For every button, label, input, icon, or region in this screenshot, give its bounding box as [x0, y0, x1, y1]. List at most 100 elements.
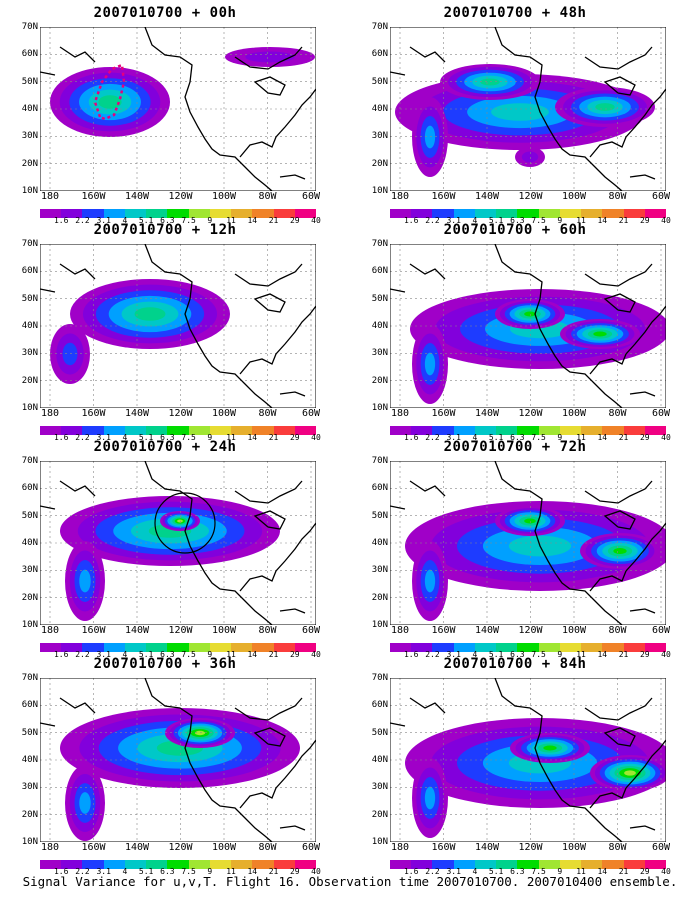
colorbar-label: 7.5	[531, 433, 546, 442]
colorbar-label: 5.1	[488, 867, 504, 876]
variance-map	[40, 678, 316, 842]
lat-label: 60N	[21, 483, 38, 494]
colorbar-swatch	[103, 209, 125, 218]
colorbar-swatch	[294, 860, 317, 869]
colorbar-label: 2.2	[425, 650, 440, 659]
lat-label: 70N	[371, 239, 388, 249]
colorbar-swatch	[209, 209, 232, 218]
colorbar-label: 5.1	[138, 867, 154, 876]
colorbar-label: 6.3	[160, 216, 175, 225]
colorbar-swatch	[40, 643, 62, 652]
variance-contour	[98, 95, 122, 109]
colorbar-label: 14	[247, 433, 258, 442]
colorbar-label: 6.3	[160, 433, 175, 442]
colorbar-swatch	[273, 426, 295, 435]
lon-label: 80W	[258, 191, 277, 202]
colorbar-swatch	[538, 209, 560, 218]
figure-caption: Signal Variance for u,v,T. Flight 16. Ob…	[22, 874, 678, 889]
lon-label: 180	[40, 408, 60, 419]
lat-label: 40N	[21, 104, 38, 114]
colorbar-swatch	[273, 643, 295, 652]
colorbar	[390, 643, 667, 652]
lon-label: 160W	[431, 625, 456, 636]
variance-contour	[177, 519, 183, 523]
colorbar-label: 7.5	[181, 216, 196, 225]
colorbar-swatch	[390, 643, 412, 652]
lon-label: 80W	[258, 625, 277, 636]
variance-contour	[593, 331, 607, 337]
lon-label: 120W	[518, 191, 543, 202]
colorbar-swatch	[124, 209, 147, 218]
colorbar-swatch	[453, 209, 475, 218]
colorbar-swatch	[581, 209, 603, 218]
colorbar-swatch	[40, 426, 62, 435]
variance-contour	[624, 770, 636, 776]
lon-label: 140W	[474, 191, 500, 202]
colorbar-label: 40	[661, 867, 671, 876]
variance-contour	[524, 518, 536, 524]
lon-label: 100W	[211, 625, 237, 636]
colorbar-label: 4	[472, 216, 478, 225]
lon-label: 120W	[518, 842, 543, 853]
lat-label: 70N	[21, 22, 38, 32]
colorbar-swatch	[602, 643, 624, 652]
colorbar-label: 9	[557, 433, 563, 442]
colorbar-swatch	[474, 643, 497, 652]
colorbar-label: 1.6	[403, 216, 419, 225]
colorbar-swatch	[432, 860, 454, 869]
lat-label: 10N	[21, 403, 38, 413]
variance-contour	[613, 548, 627, 554]
lat-label: 40N	[21, 321, 38, 331]
colorbar-swatch	[146, 426, 168, 435]
colorbar-label: 14	[247, 650, 258, 659]
colorbar-label: 21	[268, 650, 279, 659]
colorbar-labels: 1.6 2.2 3.1 4 5.1 6.3 7.5 9 11 14 21 29 40	[390, 216, 671, 226]
colorbar-label: 29	[639, 650, 650, 659]
variance-contour	[62, 342, 78, 366]
colorbar	[40, 860, 317, 869]
colorbar-swatch	[103, 643, 125, 652]
variance-contour	[543, 745, 557, 751]
colorbar-swatch	[294, 643, 317, 652]
colorbar-label: 1.6	[53, 216, 69, 225]
colorbar-label: 11	[576, 433, 586, 442]
colorbar-swatch	[496, 643, 518, 652]
variance-map	[40, 244, 316, 408]
lon-label: 80W	[608, 842, 627, 853]
colorbar-swatch	[252, 643, 274, 652]
lat-label: 10N	[21, 186, 38, 196]
variance-contour	[79, 792, 91, 814]
variance-contour	[134, 307, 166, 321]
lon-label: 80W	[258, 842, 277, 853]
colorbar-swatch	[496, 860, 518, 869]
colorbar-swatch	[252, 860, 274, 869]
colorbar-label: 5.1	[138, 433, 154, 442]
lat-label: 40N	[21, 538, 38, 548]
lat-label: 70N	[21, 673, 38, 683]
colorbar-swatch	[390, 426, 412, 435]
lat-label: 70N	[371, 673, 388, 683]
lat-label: 20N	[21, 809, 38, 820]
lat-label: 10N	[371, 620, 388, 630]
colorbar-label: 1.6	[403, 867, 419, 876]
colorbar-label: 3.1	[446, 867, 461, 876]
colorbar-swatch	[581, 860, 603, 869]
lon-label: 120W	[168, 842, 193, 853]
colorbar-swatch	[517, 209, 539, 218]
colorbar-label: 3.1	[96, 867, 111, 876]
colorbar-swatch	[644, 643, 667, 652]
lat-label: 60N	[21, 266, 38, 277]
colorbar-swatch	[453, 643, 475, 652]
lat-label: 10N	[371, 403, 388, 413]
colorbar-swatch	[61, 209, 83, 218]
colorbar-label: 7.5	[181, 433, 196, 442]
colorbar-label: 6.3	[510, 433, 525, 442]
colorbar	[40, 426, 317, 435]
colorbar-swatch	[453, 426, 475, 435]
colorbar-swatch	[61, 860, 83, 869]
colorbar-swatch	[581, 426, 603, 435]
variance-map	[390, 461, 666, 625]
colorbar-label: 14	[247, 867, 258, 876]
colorbar-swatch	[273, 209, 295, 218]
lat-label: 50N	[21, 293, 38, 304]
